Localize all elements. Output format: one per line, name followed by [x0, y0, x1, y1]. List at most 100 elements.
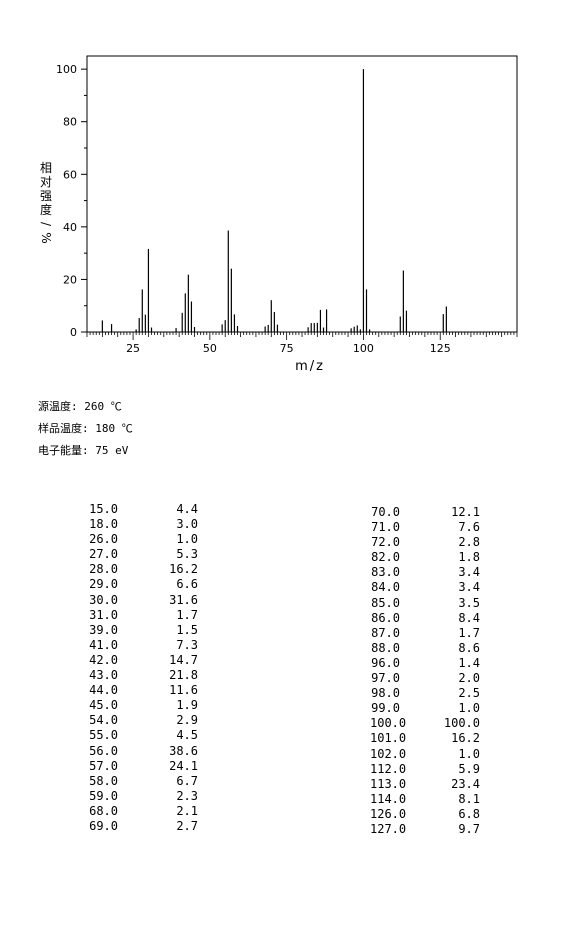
mz-value: 70.0 [371, 505, 400, 519]
y-tick-label: 60 [63, 168, 77, 181]
table-row: 39.0 1.5 [88, 623, 198, 638]
table-row: 84.0 3.4 [370, 580, 480, 595]
table-row: 69.0 2.7 [88, 819, 198, 834]
intensity-value: 1.8 [458, 550, 480, 565]
intensity-value: 16.2 [169, 562, 198, 577]
mz-value: 83.0 [371, 565, 400, 580]
plot-frame [86, 55, 518, 333]
table-row: 86.0 8.4 [370, 611, 480, 626]
mz-value: 114.0 [370, 791, 407, 806]
intensity-value: 3.4 [458, 565, 480, 580]
table-row: 31.0 1.7 [88, 608, 198, 623]
mz-value: 101.0 [370, 731, 407, 746]
mz-value: 71.0 [371, 520, 400, 535]
table-row: 113.0 23.4 [370, 777, 480, 792]
table-row: 54.0 2.9 [88, 713, 198, 728]
intensity-value: 3.0 [176, 517, 198, 532]
table-row: 71.0 7.6 [370, 520, 480, 535]
intensity-value: 3.5 [458, 595, 480, 610]
intensity-value: 5.3 [176, 547, 198, 562]
intensity-value: 1.0 [458, 701, 480, 716]
mz-value: 29.0 [89, 577, 118, 592]
intensity-value: 4.4 [176, 502, 198, 516]
intensity-value: 2.8 [458, 535, 480, 550]
mz-value: 31.0 [89, 607, 118, 622]
intensity-value: 16.2 [451, 731, 480, 746]
mz-value: 126.0 [370, 806, 407, 821]
table-row: 42.0 14.7 [88, 653, 198, 668]
intensity-value: 2.0 [458, 671, 480, 686]
table-row: 96.0 1.4 [370, 656, 480, 671]
table-row: 100.0 100.0 [370, 716, 480, 731]
intensity-value: 6.6 [176, 577, 198, 592]
table-row: 99.0 1.0 [370, 701, 480, 716]
x-tick-label: 125 [430, 342, 451, 355]
intensity-value: 6.8 [458, 806, 480, 821]
mz-value: 42.0 [89, 652, 118, 667]
x-tick-label: 75 [280, 342, 294, 355]
y-axis-label-char: 度 [40, 202, 52, 217]
table-row: 26.0 1.0 [88, 532, 198, 547]
intensity-value: 7.3 [176, 637, 198, 652]
intensity-value: 31.6 [169, 592, 198, 607]
intensity-value: 11.6 [169, 683, 198, 698]
table-row: 82.0 1.8 [370, 550, 480, 565]
intensity-value: 100.0 [443, 716, 480, 731]
mz-value: 127.0 [370, 821, 407, 836]
intensity-value: 2.5 [458, 686, 480, 701]
intensity-value: 7.6 [458, 520, 480, 535]
intensity-value: 1.5 [176, 622, 198, 637]
table-row: 56.0 38.6 [88, 744, 198, 759]
source-temperature: 源温度: 260 ℃ [38, 400, 122, 413]
intensity-value: 2.9 [176, 713, 198, 728]
mz-value: 96.0 [371, 655, 400, 670]
table-row: 112.0 5.9 [370, 762, 480, 777]
intensity-value: 38.6 [169, 743, 198, 758]
table-row: 58.0 6.7 [88, 774, 198, 789]
intensity-value: 9.7 [458, 821, 480, 836]
table-row: 72.0 2.8 [370, 535, 480, 550]
table-row: 85.0 3.5 [370, 596, 480, 611]
mz-value: 84.0 [371, 580, 400, 595]
mz-value: 41.0 [89, 637, 118, 652]
mz-value: 58.0 [89, 773, 118, 788]
sample-temperature: 样品温度: 180 ℃ [38, 422, 133, 435]
table-row: 68.0 2.1 [88, 804, 198, 819]
y-tick-label: 0 [70, 326, 77, 339]
y-axis-label-char: 相 [40, 161, 52, 175]
intensity-value: 8.6 [458, 640, 480, 655]
mz-value: 82.0 [371, 550, 400, 565]
mz-value: 72.0 [371, 535, 400, 550]
y-axis-label-char: 对 [40, 175, 52, 189]
mz-value: 88.0 [371, 640, 400, 655]
table-row: 18.0 3.0 [88, 517, 198, 532]
peak-table-right: 70.0 12.1 71.0 7.6 72.0 2.8 82.0 1.8 83.0 3.4 84.0… [370, 505, 480, 837]
mz-value: 26.0 [89, 532, 118, 547]
electron-energy: 电子能量: 75 eV [38, 444, 129, 457]
mz-value: 15.0 [89, 502, 118, 516]
intensity-value: 5.9 [458, 761, 480, 776]
intensity-value: 23.4 [451, 776, 480, 791]
table-row: 102.0 1.0 [370, 747, 480, 762]
mz-value: 39.0 [89, 622, 118, 637]
table-row: 44.0 11.6 [88, 683, 198, 698]
mz-value: 56.0 [89, 743, 118, 758]
mz-value: 97.0 [371, 671, 400, 686]
y-tick-label: 100 [56, 63, 77, 76]
peak-table-left: 15.0 4.4 18.0 3.0 26.0 1.0 27.0 5.3 28.0 16.2 29.0… [88, 502, 198, 834]
mz-value: 27.0 [89, 547, 118, 562]
mz-value: 113.0 [370, 776, 407, 791]
table-row: 101.0 16.2 [370, 731, 480, 746]
y-axis-label-char: / [39, 222, 53, 227]
table-row: 29.0 6.6 [88, 577, 198, 592]
mass-spectrum-chart: 0 20 40 60 80 100 25 50 75 100 125 m/z 相对强度 /% [0, 0, 570, 380]
table-row: 83.0 3.4 [370, 565, 480, 580]
table-row: 127.0 9.7 [370, 822, 480, 837]
x-tick-label: 50 [203, 342, 217, 355]
table-row: 87.0 1.7 [370, 626, 480, 641]
mz-value: 87.0 [371, 625, 400, 640]
intensity-value: 1.7 [458, 625, 480, 640]
table-row: 41.0 7.3 [88, 638, 198, 653]
intensity-value: 3.4 [458, 580, 480, 595]
